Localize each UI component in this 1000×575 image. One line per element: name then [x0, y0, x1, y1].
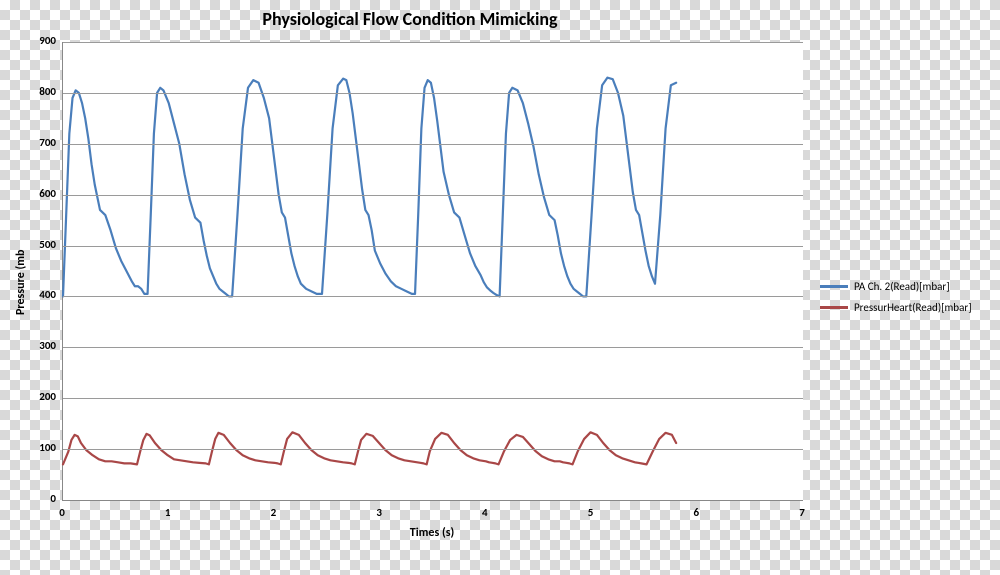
y-axis-label: Pressure (mb: [14, 250, 28, 315]
series-line: [63, 78, 676, 297]
gridline-h: [63, 398, 803, 399]
legend: PA Ch. 2(Read)[mbar] PressurHeart(Read)[m…: [820, 280, 972, 322]
chart-container: Physiological Flow Condition Mimicking P…: [0, 0, 1000, 575]
y-tick-label: 800: [16, 85, 56, 98]
x-tick-label: 6: [686, 506, 706, 519]
gridline-h: [63, 347, 803, 348]
series-svg: [63, 42, 803, 500]
y-tick-label: 600: [16, 187, 56, 200]
legend-item: PressurHeart(Read)[mbar]: [820, 301, 972, 314]
gridline-h: [63, 195, 803, 196]
x-tick-label: 0: [52, 506, 72, 519]
y-tick-label: 0: [16, 492, 56, 505]
chart-title: Physiological Flow Condition Mimicking: [0, 8, 820, 30]
legend-label: PA Ch. 2(Read)[mbar]: [854, 280, 950, 293]
plot-area: [62, 42, 803, 501]
y-tick-label: 700: [16, 136, 56, 149]
y-tick-label: 200: [16, 390, 56, 403]
x-tick-label: 4: [475, 506, 495, 519]
gridline-h: [63, 246, 803, 247]
legend-item: PA Ch. 2(Read)[mbar]: [820, 280, 972, 293]
y-tick-label: 500: [16, 238, 56, 251]
y-tick-label: 900: [16, 34, 56, 47]
legend-swatch: [820, 285, 848, 288]
gridline-h: [63, 42, 803, 43]
x-axis-label: Times (s): [62, 526, 802, 540]
legend-swatch: [820, 306, 848, 309]
gridline-h: [63, 144, 803, 145]
gridline-h: [63, 93, 803, 94]
x-tick-label: 2: [263, 506, 283, 519]
x-tick-label: 1: [158, 506, 178, 519]
y-tick-label: 100: [16, 441, 56, 454]
gridline-h: [63, 296, 803, 297]
y-tick-label: 300: [16, 339, 56, 352]
legend-label: PressurHeart(Read)[mbar]: [854, 301, 972, 314]
x-tick-label: 3: [369, 506, 389, 519]
gridline-h: [63, 449, 803, 450]
x-tick-label: 7: [792, 506, 812, 519]
x-tick-label: 5: [581, 506, 601, 519]
y-tick-label: 400: [16, 288, 56, 301]
